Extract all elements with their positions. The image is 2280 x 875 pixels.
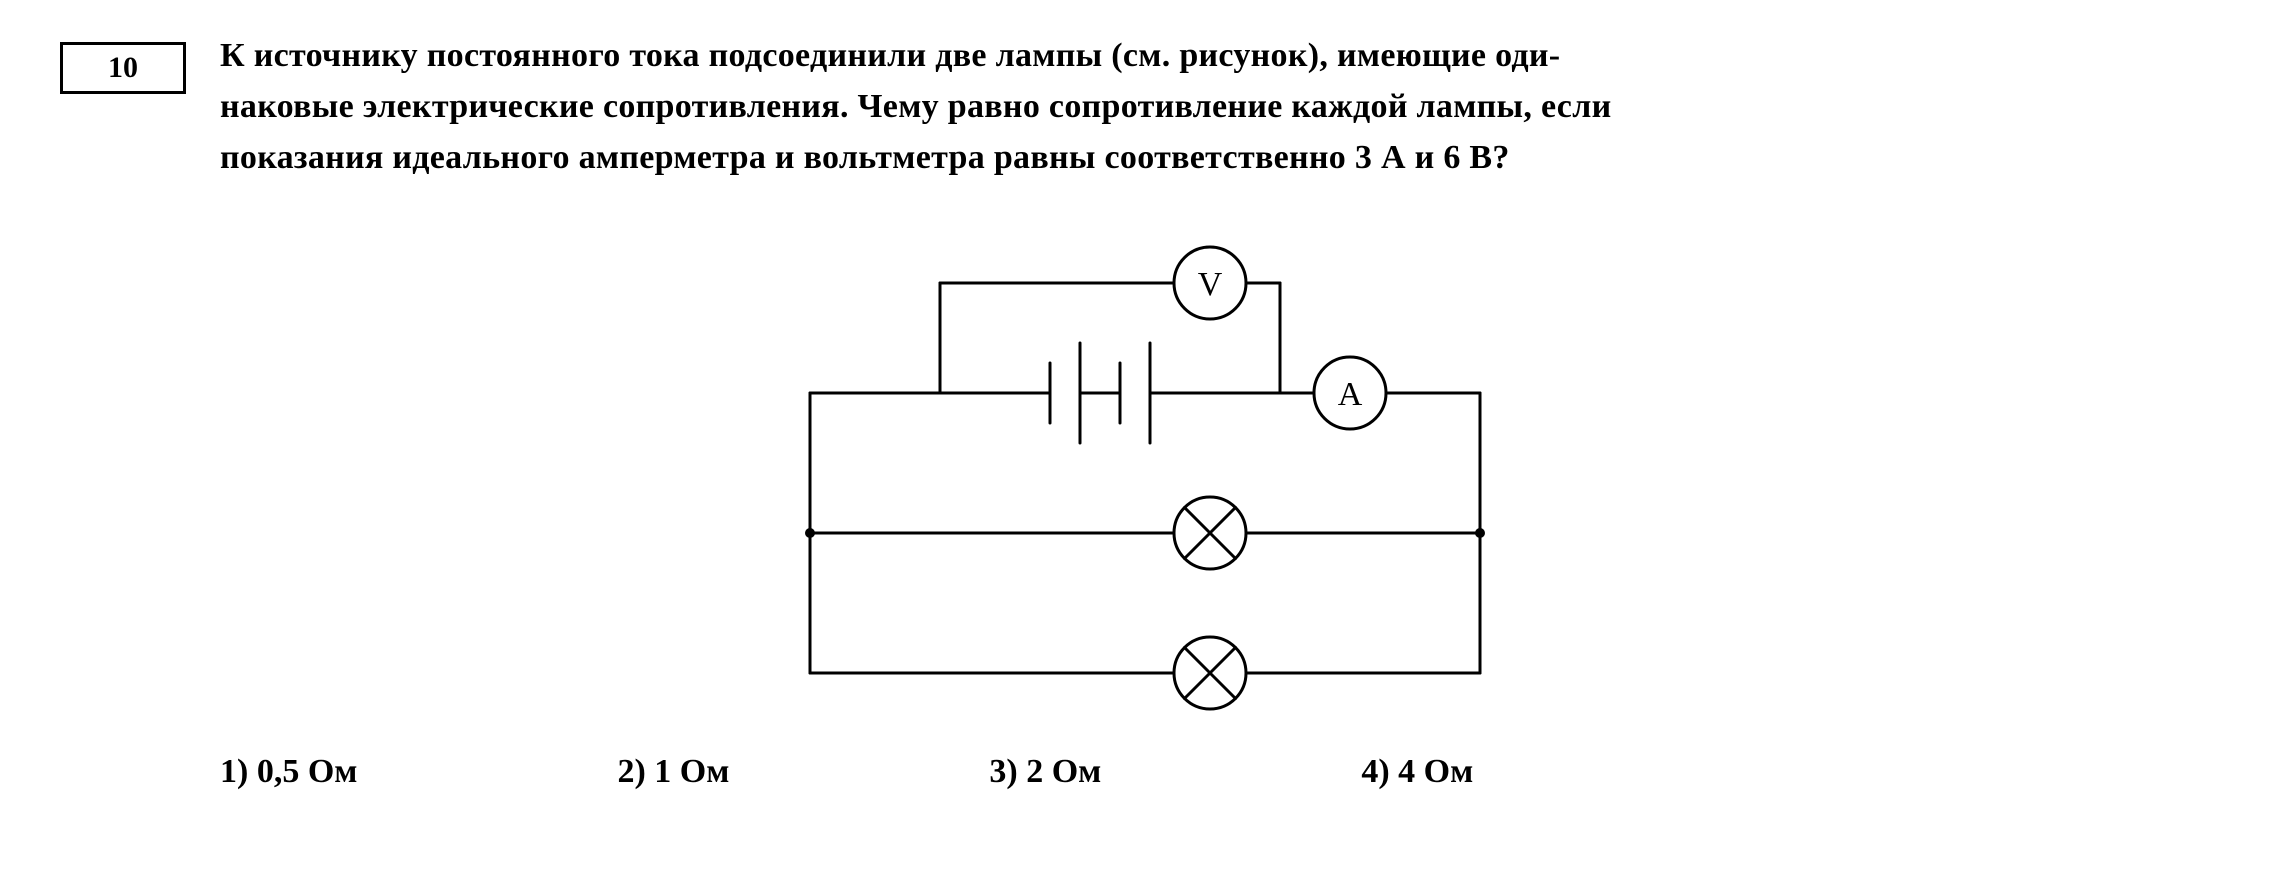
page: 10 К источнику постоянного тока подсоеди… (60, 30, 2220, 791)
voltmeter-label: V (1198, 266, 1223, 303)
question-line-2: наковые электрические сопротивления. Чем… (220, 88, 1611, 125)
ammeter-label: A (1338, 376, 1363, 413)
question-line-3: показания идеального амперметра и вольтм… (220, 139, 1510, 176)
answer-row: 1) 0,5 Ом 2) 1 Ом 3) 2 Ом 4) 4 Ом (220, 753, 2220, 791)
node-dot (1475, 528, 1485, 538)
question-number-box: 10 (60, 42, 186, 94)
question-text: К источнику постоянного тока подсоединил… (220, 30, 2220, 183)
answer-option-1: 1) 0,5 Ом (220, 753, 357, 791)
question-number: 10 (108, 51, 138, 85)
answer-option-2: 2) 1 Ом (617, 753, 729, 791)
lamp-icon (1174, 637, 1246, 709)
node-dot (805, 528, 815, 538)
question-line-1: К источнику постоянного тока подсоединил… (220, 37, 1560, 74)
lamp-icon (1174, 497, 1246, 569)
answer-option-3: 3) 2 Ом (989, 753, 1101, 791)
circuit-diagram: V A (690, 233, 1590, 713)
answer-option-4: 4) 4 Ом (1361, 753, 1473, 791)
